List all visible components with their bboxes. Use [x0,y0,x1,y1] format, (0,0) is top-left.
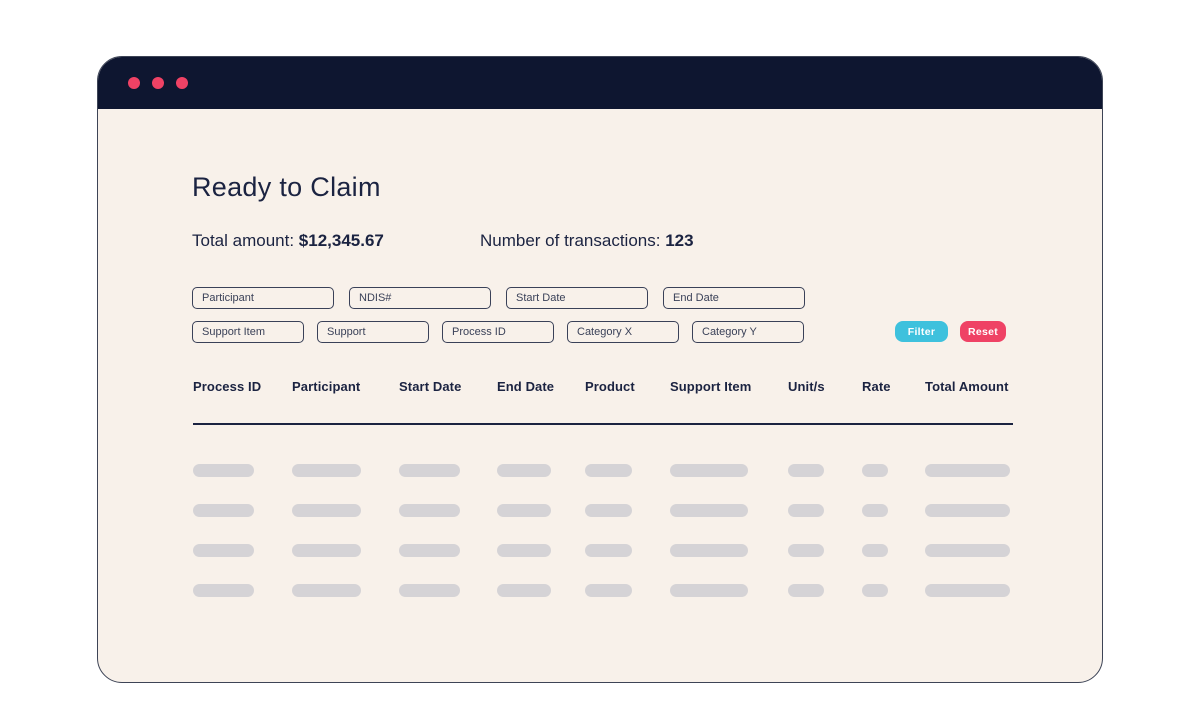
skeleton-pill [292,464,361,477]
total-amount-label: Total amount: [192,231,299,250]
skeleton-pill [292,504,361,517]
table-body [193,464,1013,624]
participant-filter-input[interactable] [192,287,334,309]
column-header-process-id: Process ID [193,379,262,394]
skeleton-pill [670,464,748,477]
skeleton-pill [788,584,824,597]
transactions-stat: Number of transactions: 123 [480,231,694,251]
skeleton-pill [788,544,824,557]
reset-button[interactable]: Reset [960,321,1006,342]
skeleton-pill [862,464,888,477]
end-date-filter-input[interactable] [663,287,805,309]
filter-row-2 [192,321,804,343]
skeleton-pill [292,544,361,557]
skeleton-pill [670,504,748,517]
window-control-dot-icon[interactable] [176,77,188,89]
skeleton-pill [193,584,254,597]
skeleton-pill [925,544,1010,557]
skeleton-pill [193,504,254,517]
filter-button[interactable]: Filter [895,321,948,342]
column-header-product: Product [585,379,635,394]
skeleton-pill [862,544,888,557]
skeleton-pill [925,504,1010,517]
skeleton-pill [585,544,632,557]
transactions-table: Process ID Participant Start Date End Da… [193,379,1013,624]
window-body: Ready to Claim Total amount: $12,345.67 … [98,109,1102,682]
skeleton-pill [399,584,460,597]
skeleton-pill [925,464,1010,477]
skeleton-pill [399,504,460,517]
ndis-number-filter-input[interactable] [349,287,491,309]
skeleton-pill [399,464,460,477]
window-titlebar [98,57,1102,109]
skeleton-pill [585,504,632,517]
skeleton-pill [497,464,551,477]
transactions-value: 123 [665,231,694,250]
skeleton-pill [788,504,824,517]
column-header-units: Unit/s [788,379,825,394]
support-item-filter-input[interactable] [192,321,304,343]
table-header-row: Process ID Participant Start Date End Da… [193,379,1013,425]
transactions-label: Number of transactions: [480,231,666,250]
skeleton-pill [399,544,460,557]
total-amount-value: $12,345.67 [298,231,384,250]
table-row [193,584,1013,624]
skeleton-pill [193,464,254,477]
table-row [193,544,1013,584]
skeleton-pill [585,584,632,597]
skeleton-pill [497,504,551,517]
skeleton-pill [670,584,748,597]
skeleton-pill [497,584,551,597]
start-date-filter-input[interactable] [506,287,648,309]
process-id-filter-input[interactable] [442,321,554,343]
skeleton-pill [497,544,551,557]
skeleton-pill [670,544,748,557]
skeleton-pill [585,464,632,477]
skeleton-pill [862,504,888,517]
browser-window: Ready to Claim Total amount: $12,345.67 … [97,56,1103,683]
skeleton-pill [862,584,888,597]
category-x-filter-input[interactable] [567,321,679,343]
column-header-support-item: Support Item [670,379,752,394]
column-header-participant: Participant [292,379,361,394]
page-title: Ready to Claim [192,172,381,202]
support-filter-input[interactable] [317,321,429,343]
category-y-filter-input[interactable] [692,321,804,343]
column-header-rate: Rate [862,379,891,394]
skeleton-pill [292,584,361,597]
skeleton-pill [925,584,1010,597]
total-amount-stat: Total amount: $12,345.67 [192,231,384,251]
table-row [193,464,1013,504]
column-header-total-amount: Total Amount [925,379,1009,394]
table-row [193,504,1013,544]
column-header-end-date: End Date [497,379,555,394]
column-header-start-date: Start Date [399,379,462,394]
filter-row-1 [192,287,805,309]
skeleton-pill [193,544,254,557]
window-control-dot-icon[interactable] [152,77,164,89]
skeleton-pill [788,464,824,477]
window-control-dot-icon[interactable] [128,77,140,89]
